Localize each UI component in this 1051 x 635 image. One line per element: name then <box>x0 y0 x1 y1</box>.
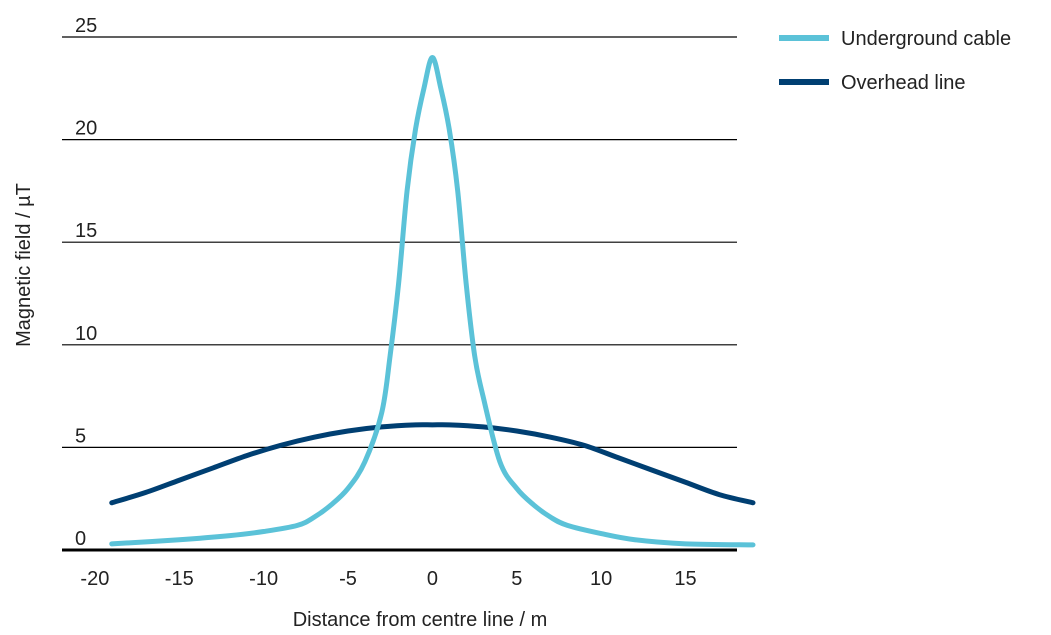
y-tick-labels: 0 5 10 15 20 25 <box>75 15 97 550</box>
series-lines <box>109 55 756 548</box>
y-tick-label: 5 <box>75 425 86 447</box>
x-tick-label: 15 <box>674 568 696 590</box>
x-tick-label: 10 <box>590 568 612 590</box>
y-tick-label: 10 <box>75 323 97 345</box>
y-axis-title: Magnetic field / µT <box>13 183 35 347</box>
x-tick-label: -20 <box>80 568 109 590</box>
series-line-underground-cable <box>109 55 756 548</box>
gridlines <box>62 36 737 552</box>
x-tick-label: -5 <box>339 568 357 590</box>
series-line-overhead-line <box>109 422 756 506</box>
y-tick-label: 0 <box>75 528 86 550</box>
x-tick-label: -10 <box>249 568 278 590</box>
y-tick-label: 15 <box>75 220 97 242</box>
y-tick-label: 20 <box>75 118 97 140</box>
x-tick-labels: -20 -15 -10 -5 0 5 10 15 <box>80 568 696 590</box>
y-tick-label: 25 <box>75 15 97 37</box>
x-tick-label: 5 <box>511 568 522 590</box>
legend-label: Underground cable <box>841 28 1011 50</box>
legend-label: Overhead line <box>841 72 966 94</box>
x-tick-label: 0 <box>427 568 438 590</box>
x-tick-label: -15 <box>165 568 194 590</box>
x-axis-title: Distance from centre line / m <box>293 609 548 631</box>
legend: Underground cable Overhead line <box>779 28 1011 94</box>
